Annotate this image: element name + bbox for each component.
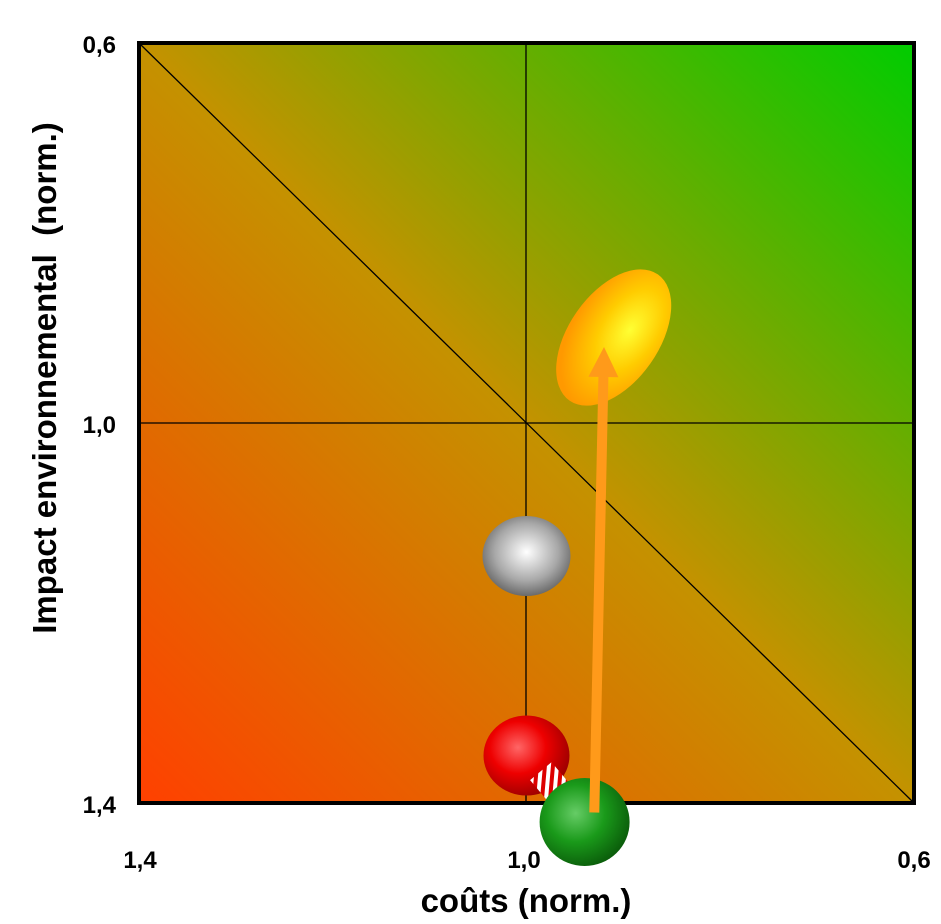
x-tick-label: 1,0 <box>507 847 540 874</box>
point-grey <box>482 516 571 596</box>
x-tick-label: 0,6 <box>897 847 930 874</box>
arrow-head <box>588 347 619 378</box>
x-axis-title: coûts (norm.) <box>421 882 632 919</box>
arrow-shaft <box>589 376 609 813</box>
y-axis-title: Impact environnemental (norm.) <box>26 122 63 634</box>
plot-border <box>137 41 916 805</box>
x-tick-label: 1,4 <box>123 847 157 874</box>
y-tick-label: 0,6 <box>83 32 116 59</box>
target-ellipse <box>556 269 672 406</box>
point-green <box>539 778 630 866</box>
y-tick-label: 1,4 <box>83 792 117 819</box>
y-tick-label: 1,0 <box>83 412 116 439</box>
diagonal-reference-line <box>138 42 915 804</box>
